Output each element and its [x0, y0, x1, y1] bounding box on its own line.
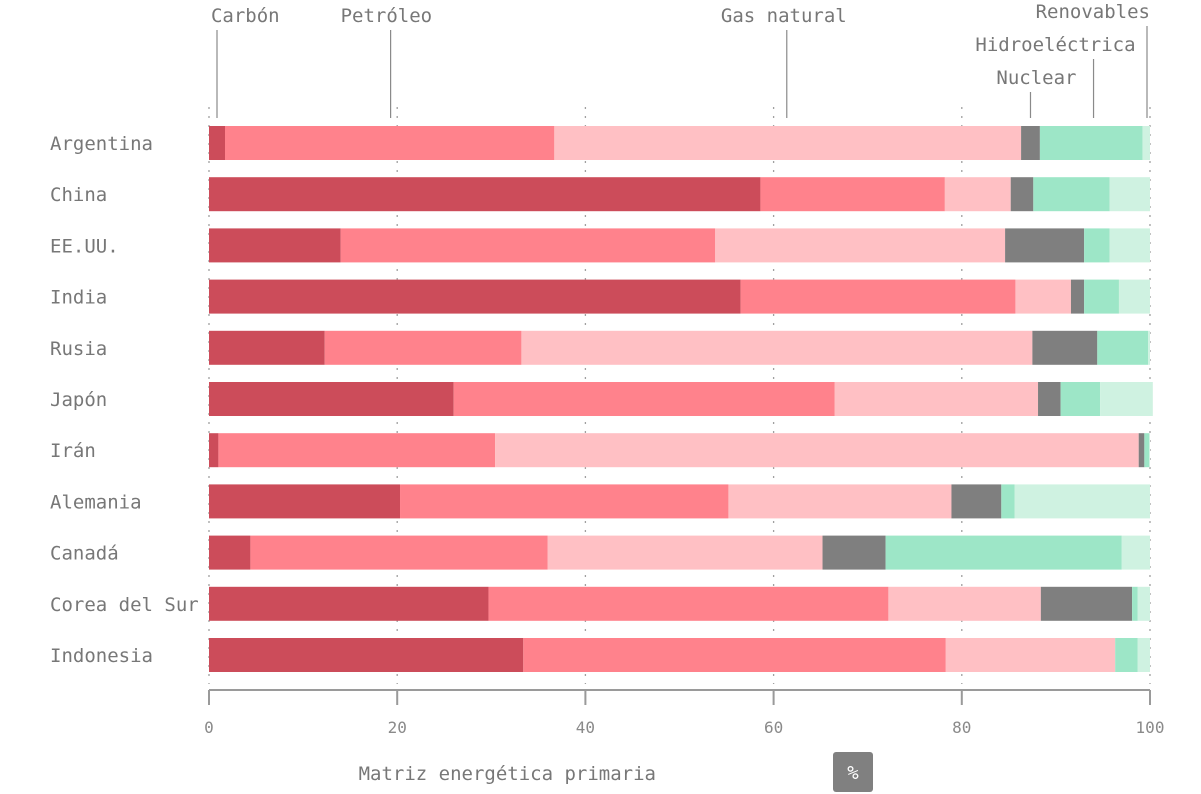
x-axis-title-group: Matriz energética primaria % — [359, 752, 873, 792]
bar-china-nuclear — [1010, 177, 1034, 212]
bar-india-renovables — [1118, 279, 1150, 314]
bar-alemania-petroleo — [400, 484, 729, 519]
category-labels: Argentina China EE.UU. India Rusia Japón Irán A… — [50, 133, 199, 667]
bars — [209, 126, 1153, 672]
x-tick-label: 40 — [576, 718, 595, 737]
bar-iran-gas-natural — [495, 433, 1139, 468]
bar-japon-renovables — [1100, 382, 1153, 416]
bar-argentina-petroleo — [224, 126, 555, 160]
bar-alemania-hidroelectrica — [1001, 484, 1015, 519]
bar-india-hidroelectrica — [1084, 279, 1119, 314]
x-tick-label: 100 — [1136, 718, 1165, 737]
bar-rusia-petroleo — [324, 330, 522, 365]
bar-rusia-nuclear — [1032, 330, 1098, 365]
series-label-renovables: Renovables — [1036, 1, 1150, 23]
bar-india-carbon — [209, 279, 741, 314]
bar-china-petroleo — [760, 177, 945, 212]
bar-india-petroleo — [740, 279, 1016, 314]
bar-canada-hidroelectrica — [885, 535, 1122, 570]
bar-ee-uu-renovables — [1109, 228, 1150, 263]
bar-alemania-renovables — [1014, 484, 1150, 519]
category-label: Japón — [50, 389, 107, 411]
bar-corea-del-sur-gas-natural — [888, 586, 1041, 621]
bar-alemania-nuclear — [951, 484, 1002, 519]
category-label: China — [50, 184, 107, 206]
series-label-hidroelectrica: Hidroeléctrica — [975, 34, 1135, 56]
bar-corea-del-sur-hidroelectrica — [1132, 586, 1138, 621]
bar-iran-petroleo — [218, 433, 496, 468]
bar-argentina-carbon — [209, 126, 225, 160]
bar-indonesia-carbon — [209, 638, 524, 672]
bar-iran-nuclear — [1138, 433, 1145, 468]
x-tick-label: 20 — [388, 718, 407, 737]
bar-ee-uu-gas-natural — [715, 228, 1006, 263]
bar-indonesia-renovables — [1137, 638, 1150, 672]
bar-ee-uu-petroleo — [340, 228, 716, 263]
category-label: Indonesia — [50, 645, 153, 667]
bar-alemania-carbon — [209, 484, 401, 519]
bar-canada-petroleo — [250, 535, 548, 570]
bar-ee-uu-nuclear — [1005, 228, 1085, 263]
bar-argentina-nuclear — [1021, 126, 1040, 160]
bar-corea-del-sur-renovables — [1137, 586, 1150, 621]
series-label-carbon: Carbón — [211, 5, 280, 27]
bar-indonesia-hidroelectrica — [1115, 638, 1138, 672]
bar-china-carbon — [209, 177, 761, 212]
x-axis: 0 20 40 60 80 100 — [204, 689, 1165, 737]
bar-china-gas-natural — [944, 177, 1011, 212]
bar-china-renovables — [1109, 177, 1150, 212]
x-tick-label: 80 — [952, 718, 971, 737]
bar-japon-petroleo — [453, 382, 835, 416]
category-label: India — [50, 287, 107, 309]
series-labels: Carbón Petróleo Gas natural Nuclear Hidroelé… — [211, 1, 1150, 118]
bar-iran-hidroelectrica — [1144, 433, 1150, 468]
bar-rusia-carbon — [209, 330, 325, 365]
bar-canada-gas-natural — [547, 535, 823, 570]
bar-argentina-hidroelectrica — [1039, 126, 1143, 160]
bar-ee-uu-carbon — [209, 228, 341, 263]
series-label-nuclear: Nuclear — [996, 67, 1076, 89]
bar-alemania-gas-natural — [728, 484, 952, 519]
x-tick-label: 0 — [204, 718, 214, 737]
series-label-gas-natural: Gas natural — [721, 5, 847, 27]
category-label: Irán — [50, 440, 96, 462]
bar-corea-del-sur-nuclear — [1040, 586, 1133, 621]
bar-indonesia-petroleo — [523, 638, 946, 672]
bar-rusia-renovables — [1148, 330, 1150, 365]
bar-canada-renovables — [1121, 535, 1150, 570]
bar-japon-carbon — [209, 382, 454, 416]
x-tick-label: 60 — [764, 718, 783, 737]
category-label: EE.UU. — [50, 235, 119, 257]
unit-label: % — [847, 762, 859, 784]
bar-argentina-renovables — [1142, 126, 1150, 160]
bar-china-hidroelectrica — [1033, 177, 1110, 212]
bar-corea-del-sur-petroleo — [488, 586, 889, 621]
unit-badge — [833, 752, 873, 792]
bar-rusia-hidroelectrica — [1097, 330, 1149, 365]
bar-corea-del-sur-carbon — [209, 586, 489, 621]
bar-rusia-gas-natural — [521, 330, 1033, 365]
x-axis-title: Matriz energética primaria — [359, 763, 656, 785]
bar-indonesia-gas-natural — [945, 638, 1116, 672]
bar-canada-nuclear — [822, 535, 886, 570]
bar-iran-renovables — [1149, 433, 1150, 468]
bar-ee-uu-hidroelectrica — [1084, 228, 1110, 263]
bar-india-gas-natural — [1015, 279, 1071, 314]
category-label: Alemania — [50, 491, 142, 513]
bar-japon-hidroelectrica — [1060, 382, 1101, 416]
series-label-petroleo: Petróleo — [341, 5, 433, 27]
category-label: Argentina — [50, 133, 153, 155]
bar-canada-carbon — [209, 535, 251, 570]
bar-japon-gas-natural — [834, 382, 1039, 416]
bar-argentina-gas-natural — [554, 126, 1022, 160]
bar-iran-carbon — [209, 433, 219, 468]
category-label: Rusia — [50, 338, 107, 360]
category-label: Canadá — [50, 543, 119, 565]
bar-india-nuclear — [1070, 279, 1085, 314]
category-label: Corea del Sur — [50, 594, 199, 616]
bar-japon-nuclear — [1038, 382, 1061, 416]
